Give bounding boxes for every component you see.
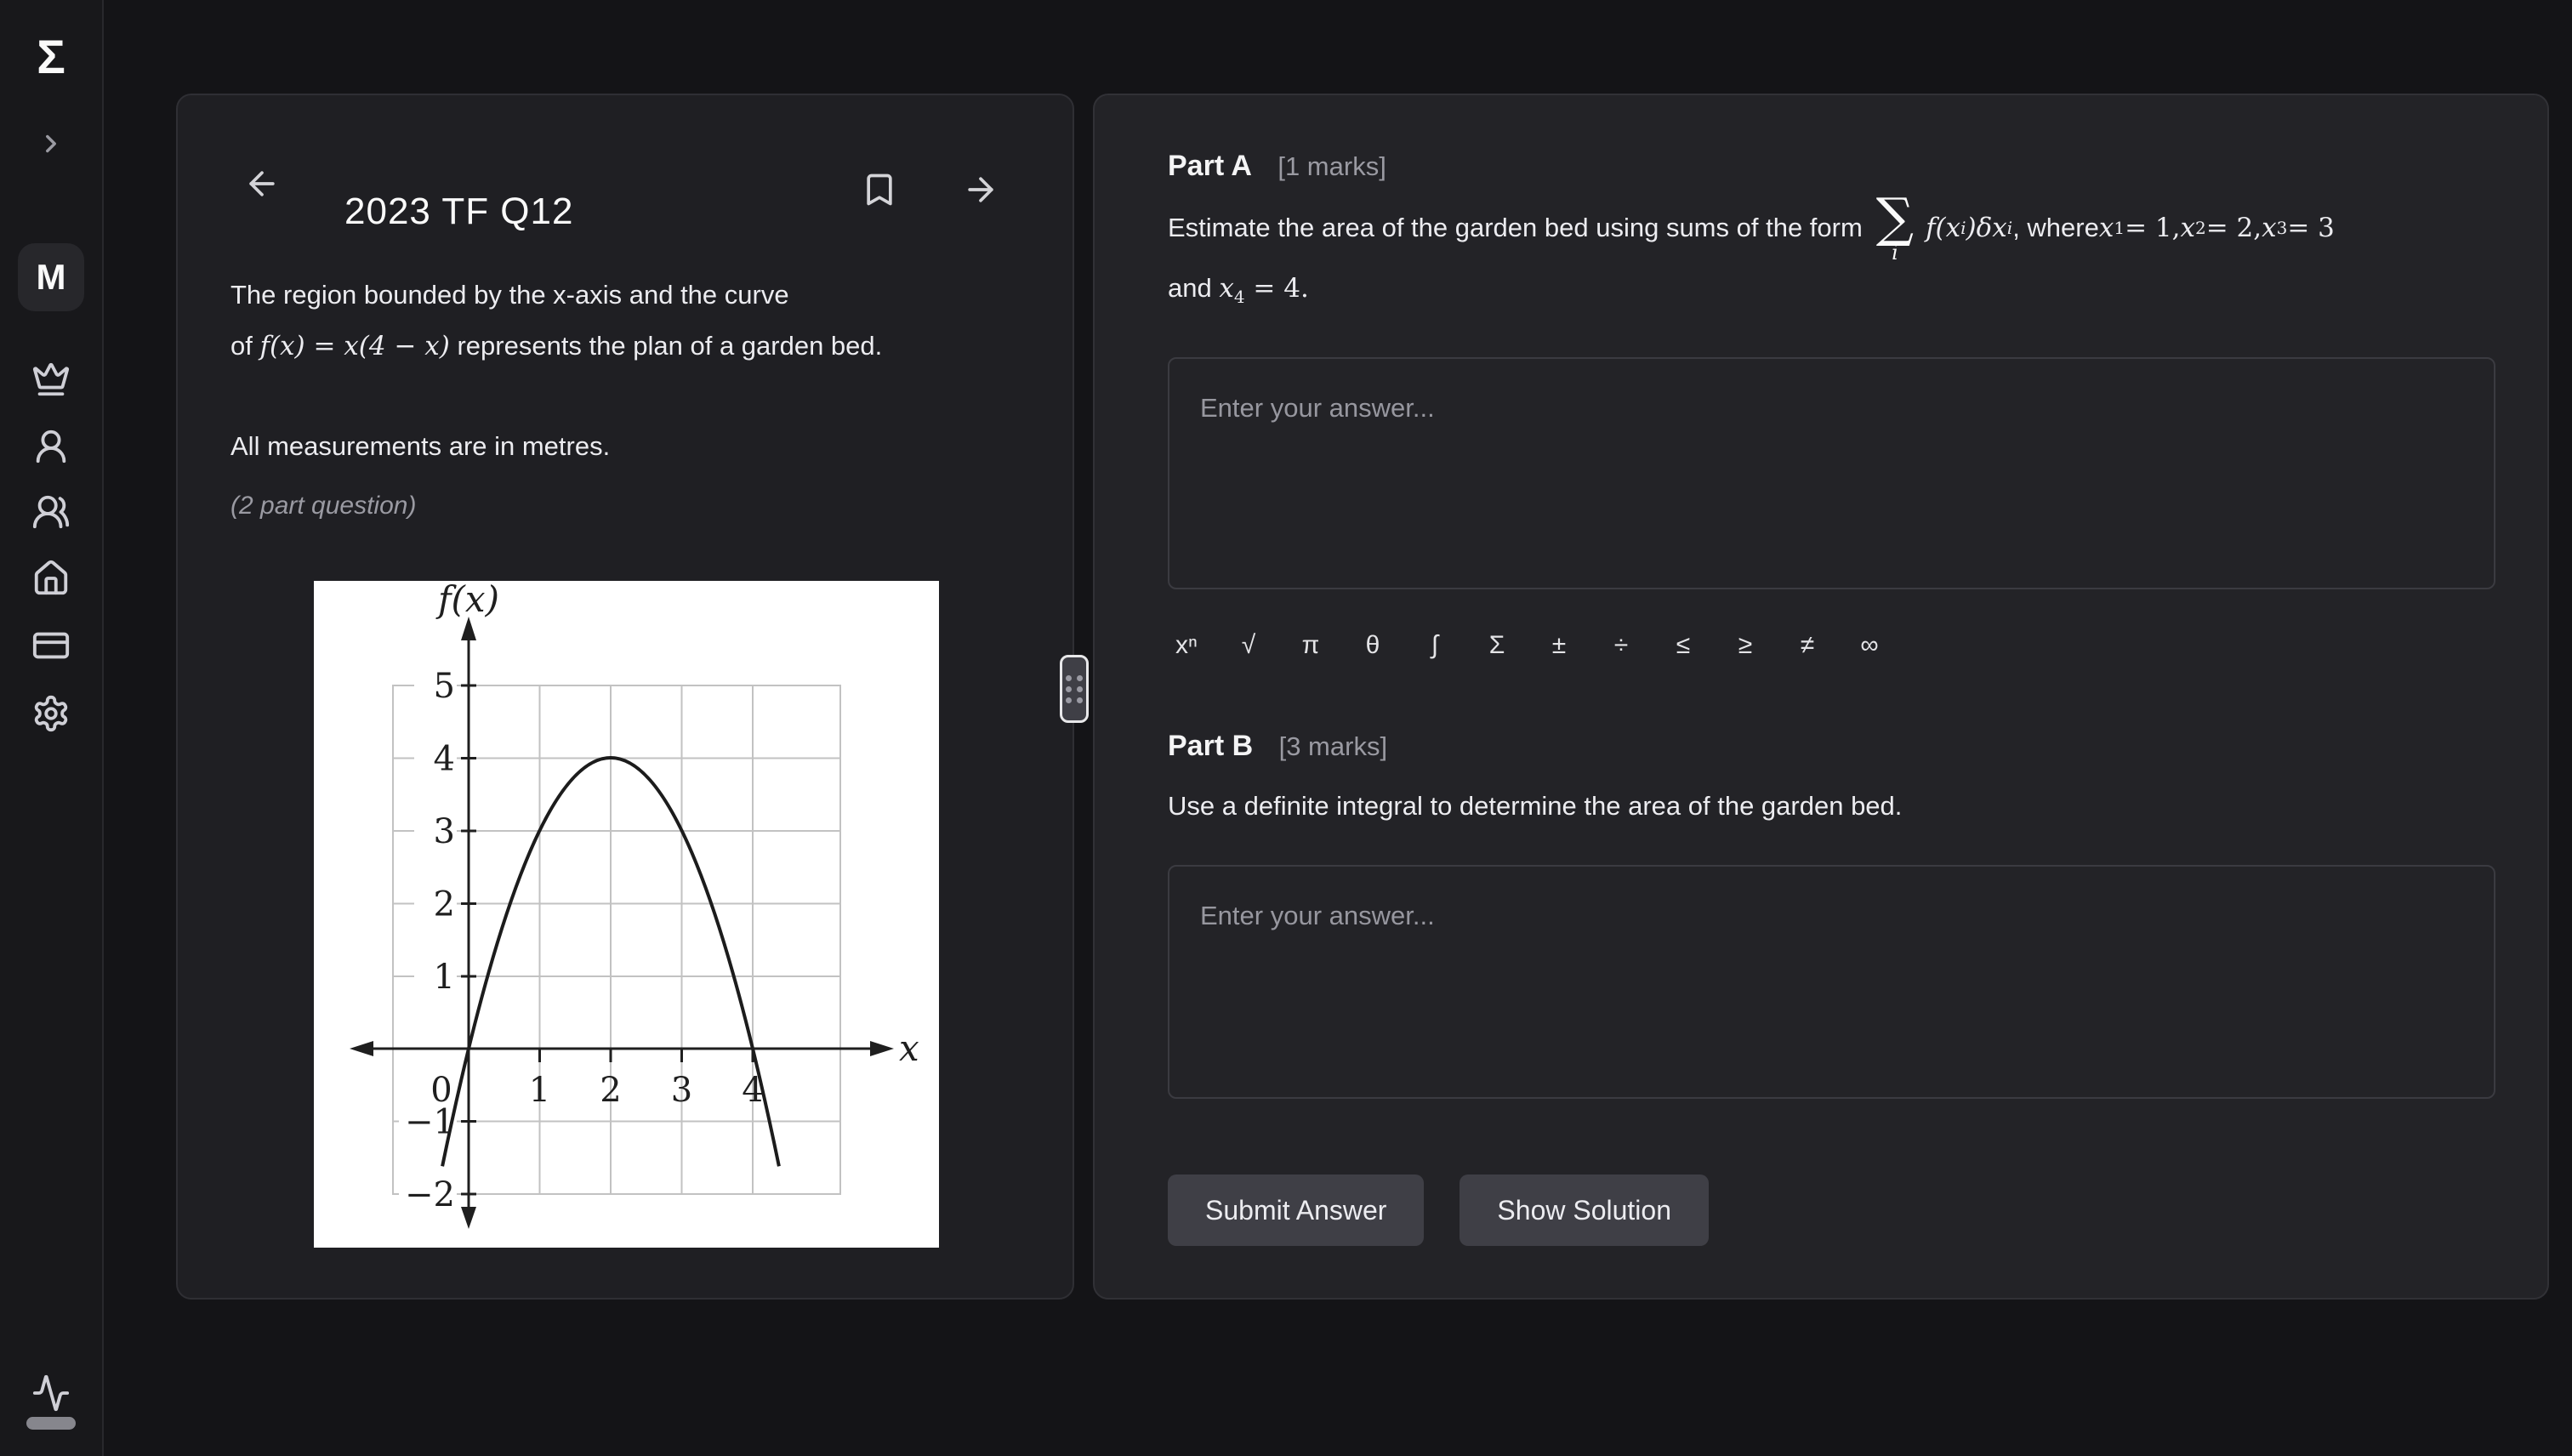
- panel-resize-handle[interactable]: [1060, 655, 1089, 723]
- x-axis-label: x: [899, 1027, 919, 1069]
- activity-icon: [31, 1374, 71, 1417]
- svg-text:3: 3: [434, 812, 455, 851]
- bookmark-button[interactable]: [858, 170, 901, 213]
- parts-note: (2 part question): [230, 492, 417, 520]
- svg-text:3: 3: [671, 1071, 692, 1110]
- symbol-integral-button[interactable]: ∫: [1411, 623, 1459, 668]
- axes: [361, 628, 882, 1219]
- symbol-power-button[interactable]: xⁿ: [1163, 623, 1210, 668]
- sidebar-item-settings[interactable]: [31, 695, 71, 736]
- symbol-sqrt-button[interactable]: √: [1225, 623, 1272, 668]
- label-halos: [399, 666, 457, 1214]
- sidebar-item-billing[interactable]: [31, 627, 71, 668]
- sidebar: Σ M: [0, 0, 104, 1456]
- show-solution-button[interactable]: Show Solution: [1460, 1174, 1709, 1246]
- app-logo-sigma: Σ: [37, 30, 65, 83]
- y-tick-labels: 5 4 3 2 1 −1 −2: [405, 667, 455, 1214]
- question-title: 2023 TF Q12: [344, 191, 574, 233]
- submit-answer-button[interactable]: Submit Answer: [1168, 1174, 1425, 1246]
- svg-text:−2: −2: [405, 1175, 455, 1214]
- part-b-label: Part B: [1168, 730, 1254, 762]
- parabola-curve: [441, 756, 781, 1167]
- symbol-divide-button[interactable]: ÷: [1597, 623, 1645, 668]
- part-b-prompt: Use a definite integral to determine the…: [1168, 791, 1903, 821]
- part-b-answer-input[interactable]: [1168, 865, 2495, 1099]
- garden-bed-graph: 5 4 3 2 1 −1 −2 0 1 2 3 4 f(x) x: [314, 578, 939, 1248]
- parabola-chart: 5 4 3 2 1 −1 −2 0 1 2 3 4 f(x) x: [314, 578, 939, 1248]
- svg-text:1: 1: [434, 958, 455, 997]
- measurement-note: All measurements are in metres.: [230, 431, 611, 461]
- user-avatar[interactable]: M: [18, 243, 84, 311]
- summation-symbol: ∑ i: [1875, 186, 1915, 264]
- chevron-right-icon: [37, 129, 65, 162]
- sidebar-item-activity[interactable]: [31, 1374, 71, 1415]
- svg-text:1: 1: [529, 1071, 550, 1110]
- sidebar-item-home[interactable]: [31, 560, 71, 600]
- part-a-marks: [1 marks]: [1277, 151, 1386, 181]
- sidebar-item-community[interactable]: [31, 493, 71, 534]
- symbol-sigma-button[interactable]: Σ: [1473, 623, 1521, 668]
- math-symbol-toolbar: xⁿ √ π θ ∫ Σ ± ÷ ≤ ≥ ≠ ∞: [1163, 623, 1908, 668]
- credit-card-icon: [31, 626, 71, 669]
- sidebar-bottom-handle[interactable]: [26, 1417, 76, 1430]
- part-a-prompt: Estimate the area of the garden bed usin…: [1168, 186, 2335, 308]
- svg-text:4: 4: [742, 1071, 763, 1110]
- home-icon: [31, 559, 71, 602]
- question-card: 2023 TF Q12 The region bounded by the x-…: [176, 94, 1074, 1300]
- symbol-pi-button[interactable]: π: [1287, 623, 1334, 668]
- symbol-lessequal-button[interactable]: ≤: [1659, 623, 1707, 668]
- question-line-1: The region bounded by the x-axis and the…: [230, 280, 883, 361]
- part-b-marks: [3 marks]: [1278, 731, 1388, 761]
- part-a-answer-input[interactable]: [1168, 357, 2495, 589]
- graph-background: [314, 581, 939, 1248]
- sidebar-expand-button[interactable]: [37, 129, 65, 162]
- svg-text:2: 2: [434, 885, 455, 924]
- question-text: The region bounded by the x-axis and the…: [230, 270, 1038, 532]
- function-expression: f(x) = x(4 − x): [259, 331, 450, 361]
- bookmark-icon: [861, 171, 898, 213]
- action-buttons: Submit Answer Show Solution: [1168, 1174, 1709, 1246]
- sidebar-item-profile[interactable]: [31, 428, 71, 469]
- y-axis-label: f(x): [435, 581, 499, 620]
- svg-text:4: 4: [434, 740, 455, 779]
- sidebar-item-premium[interactable]: [31, 361, 71, 401]
- part-b-header: Part B [3 marks]: [1168, 730, 1387, 763]
- part-a-header: Part A [1 marks]: [1168, 150, 1386, 183]
- symbol-infinity-button[interactable]: ∞: [1846, 623, 1893, 668]
- users-icon: [31, 492, 71, 536]
- x-tick-labels: 0 1 2 3 4: [430, 1071, 763, 1110]
- axis-arrowheads: [350, 617, 894, 1229]
- user-icon: [31, 427, 71, 470]
- gear-icon: [31, 694, 71, 737]
- symbol-notequal-button[interactable]: ≠: [1784, 623, 1831, 668]
- arrow-right-icon: [962, 171, 999, 213]
- svg-text:−1: −1: [405, 1103, 455, 1142]
- grip-dots-icon: [1066, 674, 1083, 703]
- next-question-button[interactable]: [959, 170, 1002, 213]
- arrow-left-icon: [243, 165, 281, 207]
- crown-icon: [31, 360, 71, 403]
- gridlines: [392, 685, 841, 1195]
- symbol-plusminus-button[interactable]: ±: [1535, 623, 1583, 668]
- previous-question-button[interactable]: [241, 164, 283, 207]
- answer-card: Part A [1 marks] Estimate the area of th…: [1093, 94, 2549, 1300]
- symbol-theta-button[interactable]: θ: [1349, 623, 1397, 668]
- svg-text:5: 5: [434, 667, 455, 706]
- part-a-label: Part A: [1168, 150, 1252, 182]
- svg-text:0: 0: [430, 1071, 452, 1110]
- svg-text:2: 2: [600, 1071, 621, 1110]
- symbol-greaterequal-button[interactable]: ≥: [1721, 623, 1769, 668]
